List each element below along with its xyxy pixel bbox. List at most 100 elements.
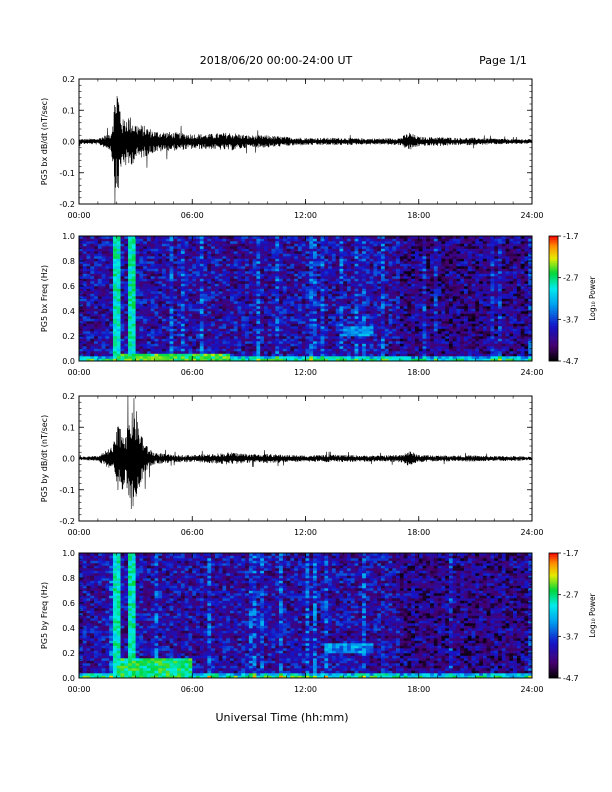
heatmap-cell [196,256,201,259]
heatmap-cell [426,318,431,322]
heatmap-cell [282,356,287,359]
heatmap-cell [422,323,427,327]
heatmap-cell [350,258,355,262]
heatmap-cell [290,346,295,349]
heatmap-cell [112,251,118,254]
heatmap-cell [347,338,352,342]
heatmap-cell [241,308,246,312]
heatmap-cell [248,318,253,322]
heatmap-cell [392,253,397,257]
heatmap-cell [297,328,303,332]
heatmap-cell [248,293,253,297]
heatmap-cell [169,248,174,252]
heatmap-cell [350,358,355,362]
heatmap-cell [403,291,408,294]
heatmap-cell [297,251,303,254]
heatmap-cell [407,258,412,262]
heatmap-cell [146,316,152,319]
heatmap-cell [162,286,167,289]
heatmap-cell [320,263,325,267]
heatmap-cell [286,266,291,269]
heatmap-cell [188,336,193,339]
heatmap-cell [411,258,416,262]
heatmap-cell [331,271,336,274]
heatmap-cell [97,246,102,249]
heatmap-cell [248,296,253,299]
heatmap-cell [384,253,389,257]
heatmap-cell [426,286,431,289]
heatmap-cell [286,311,291,314]
heatmap-cell [256,263,261,267]
heatmap-cell [112,316,118,319]
heatmap-cell [381,343,386,347]
heatmap-cell [112,358,118,362]
heatmap-cell [105,263,110,267]
heatmap-cell [169,296,174,299]
heatmap-cell [252,278,257,282]
heatmap-cell [403,278,408,282]
heatmap-cell [381,358,386,362]
heatmap-cell [433,276,438,279]
heatmap-cell [158,236,163,239]
heatmap-cell [343,273,348,277]
heatmap-cell [399,273,404,277]
heatmap-cell [211,358,216,362]
heatmap-cell [437,288,442,292]
heatmap-cell [354,313,359,317]
heatmap-cell [94,298,99,302]
heatmap-cell [399,243,404,247]
heatmap-cell [207,323,212,327]
heatmap-cell [139,281,144,284]
heatmap-cell [158,283,163,287]
heatmap-cell [297,286,303,289]
heatmap-cell [245,291,250,294]
heatmap-cell [90,351,95,354]
heatmap-cell [124,296,129,299]
heatmap-cell [196,311,201,314]
heatmap-cell [373,316,378,319]
heatmap-cell [377,343,382,347]
heatmap-cell [184,348,189,352]
heatmap-cell [437,256,442,259]
heatmap-cell [301,308,306,312]
heatmap-cell [282,311,287,314]
heatmap-cell [233,253,238,257]
heatmap-cell [369,251,374,254]
heatmap-cell [433,253,438,257]
heatmap-cell [120,291,125,294]
heatmap-cell [350,333,355,337]
heatmap-cell [275,263,280,267]
heatmap-cell [252,311,257,314]
heatmap-cell [399,316,404,319]
heatmap-cell [365,306,370,309]
heatmap-cell [320,238,325,242]
heatmap-cell [169,253,174,257]
heatmap-cell [418,248,423,252]
heatmap-cell [120,268,125,272]
heatmap-cell [388,283,393,287]
heatmap-cell [143,278,148,282]
heatmap-cell [237,343,242,347]
heatmap-cell [313,251,318,254]
heatmap-cell [305,253,310,257]
heatmap-cell [430,261,435,264]
heatmap-cell [290,243,295,247]
heatmap-cell [396,348,401,352]
heatmap-cell [343,296,348,299]
heatmap-cell [260,263,265,267]
heatmap-cell [301,333,306,337]
heatmap-cell [192,333,197,337]
heatmap-cell [422,298,427,302]
heatmap-cell [411,318,416,322]
heatmap-cell [143,343,148,347]
heatmap-cell [396,313,401,317]
heatmap-cell [97,253,102,257]
heatmap-cell [377,283,382,287]
heatmap-cell [313,303,318,307]
heatmap-cell [184,291,189,294]
heatmap-cell [226,238,231,242]
heatmap-cell [105,273,110,277]
heatmap-cell [192,321,197,324]
heatmap-cell [377,338,382,342]
heatmap-cell [282,323,287,327]
